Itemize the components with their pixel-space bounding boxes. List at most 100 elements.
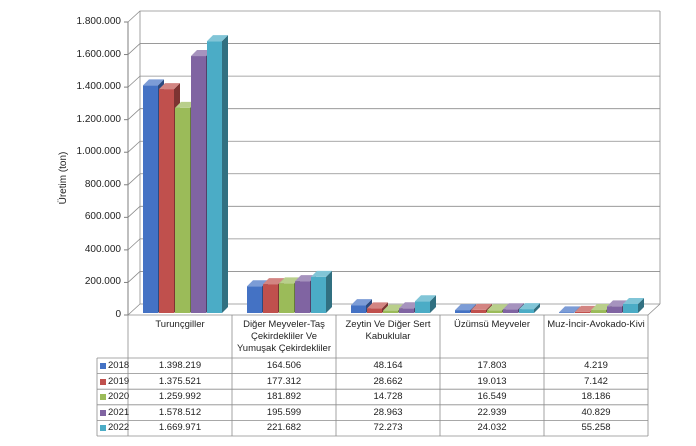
bar-2022-turuncgiller-side <box>222 35 228 313</box>
bars <box>143 35 644 314</box>
table-cell-2019-turuncgiller: 1.375.521 <box>158 375 202 387</box>
side-wall <box>128 11 140 315</box>
table-cell-2020-muz-incir-avokado-kivi: 18.186 <box>581 391 611 403</box>
bar-2019-diger-meyveler-tas-cekirdekliler-ve-yumusak-cekirdekliler-top <box>263 278 284 285</box>
y-tick-label-1400000: 1.400.000 <box>76 81 122 93</box>
category-label-uzumsu-meyveler: Üzümsü Meyveler <box>453 319 531 330</box>
category-label-turuncgiller: Turunçgiller <box>155 319 205 330</box>
table-cell-2018-muz-incir-avokado-kivi: 4.219 <box>584 360 608 371</box>
bar-2022-muz-incir-avokado-kivi-top <box>623 298 644 305</box>
legend-label-2021: 2021 <box>108 406 130 418</box>
bar-2020-uzumsu-meyveler-top <box>487 304 508 311</box>
table-cell-2021-uzumsu-meyveler: 22.939 <box>477 406 507 418</box>
bar-2018-zeytin-ve-diger-sert-kabuklular-front <box>351 305 366 313</box>
legend-key-2018 <box>100 363 106 369</box>
bar-2022-uzumsu-meyveler <box>519 303 540 313</box>
table-cell-2018-zeytin-ve-diger-sert-kabuklular: 48.164 <box>373 360 403 371</box>
bar-2021-uzumsu-meyveler-top <box>503 303 524 310</box>
y-tick-label-200000: 200.000 <box>84 276 121 288</box>
category-label-diger-meyveler-tas-cekirdekliler-ve-yumusak-cekirdekliler: Diğer Meyveler-Taş Çekirdekliler Ve Yumu… <box>237 319 331 354</box>
table-cell-2018-uzumsu-meyveler: 17.803 <box>477 360 507 371</box>
legend-label-2020: 2020 <box>108 391 130 403</box>
bar-2022-muz-incir-avokado-kivi-side <box>638 298 644 313</box>
bar-2021-muz-incir-avokado-kivi-front <box>607 306 622 313</box>
bar-2018-uzumsu-meyveler-front <box>455 310 470 313</box>
table-cell-2021-muz-incir-avokado-kivi: 40.829 <box>581 406 611 418</box>
table-cell-2019-uzumsu-meyveler: 19.013 <box>477 375 507 387</box>
bar-2021-turuncgiller-front <box>191 56 206 314</box>
bar-2022-turuncgiller-front <box>207 41 222 313</box>
bar-2020-turuncgiller-front <box>175 107 190 313</box>
table-cell-2019-zeytin-ve-diger-sert-kabuklular: 28.662 <box>373 375 403 387</box>
bar-2018-muz-incir-avokado-kivi <box>559 306 580 313</box>
bar-2021-turuncgiller-top <box>191 50 212 57</box>
bar-2018-muz-incir-avokado-kivi-front <box>559 312 574 313</box>
table-cell-2022-zeytin-ve-diger-sert-kabuklular: 72.273 <box>373 422 403 434</box>
bar-2022-diger-meyveler-tas-cekirdekliler-ve-yumusak-cekirdekliler-top <box>311 270 332 277</box>
bar-2019-zeytin-ve-diger-sert-kabuklular-top <box>367 302 388 309</box>
bar-2022-zeytin-ve-diger-sert-kabuklular-side <box>430 295 436 313</box>
bar-2022-diger-meyveler-tas-cekirdekliler-ve-yumusak-cekirdekliler <box>311 270 332 313</box>
bar-2020-diger-meyveler-tas-cekirdekliler-ve-yumusak-cekirdekliler-top <box>279 277 300 284</box>
bar-2018-muz-incir-avokado-kivi-side <box>574 306 580 313</box>
bar-2020-diger-meyveler-tas-cekirdekliler-ve-yumusak-cekirdekliler-front <box>279 283 294 313</box>
bar-2019-diger-meyveler-tas-cekirdekliler-ve-yumusak-cekirdekliler-front <box>263 284 278 313</box>
legend-label-2019: 2019 <box>108 375 130 387</box>
bar-2021-uzumsu-meyveler-front <box>503 309 518 313</box>
data-table-grid <box>96 314 649 437</box>
bar-2022-zeytin-ve-diger-sert-kabuklular-top <box>415 295 436 302</box>
table-cell-2022-turuncgiller: 1.669.971 <box>158 422 202 434</box>
table-cell-2019-diger-meyveler-tas-cekirdekliler-ve-yumusak-cekirdekliler: 177.312 <box>266 375 302 387</box>
bar-2022-muz-incir-avokado-kivi <box>623 298 644 313</box>
bar-2022-uzumsu-meyveler-side <box>534 303 540 313</box>
bar-2022-diger-meyveler-tas-cekirdekliler-ve-yumusak-cekirdekliler-side <box>326 270 332 313</box>
bar-2022-turuncgiller <box>207 35 228 313</box>
bar-2019-muz-incir-avokado-kivi-top <box>575 305 596 312</box>
bar-2018-diger-meyveler-tas-cekirdekliler-ve-yumusak-cekirdekliler-front <box>247 286 262 313</box>
legend-key-2022 <box>100 425 106 432</box>
table-cell-2018-diger-meyveler-tas-cekirdekliler-ve-yumusak-cekirdekliler: 164.506 <box>266 360 302 371</box>
y-tick-label-400000: 400.000 <box>84 243 121 255</box>
table-cell-2022-diger-meyveler-tas-cekirdekliler-ve-yumusak-cekirdekliler: 221.682 <box>266 422 302 434</box>
floor-right-edge <box>647 303 661 316</box>
legend-key-2020 <box>100 394 106 401</box>
bar-2021-zeytin-ve-diger-sert-kabuklular-front <box>399 308 414 313</box>
bar-2018-turuncgiller-top <box>143 79 164 86</box>
y-tick-label-0: 0 <box>115 309 121 320</box>
table-cell-2021-turuncgiller: 1.578.512 <box>158 406 202 418</box>
y-tick-label-1600000: 1.600.000 <box>76 48 122 60</box>
bar-2022-turuncgiller-top <box>207 35 228 42</box>
bar-2019-uzumsu-meyveler-top <box>471 303 492 310</box>
table-cell-2021-zeytin-ve-diger-sert-kabuklular: 28.963 <box>373 406 403 418</box>
legend-key-2021 <box>100 409 106 416</box>
table-cell-2021-diger-meyveler-tas-cekirdekliler-ve-yumusak-cekirdekliler: 195.599 <box>266 406 302 418</box>
table-cell-2020-uzumsu-meyveler: 16.549 <box>477 391 507 403</box>
bar-2018-diger-meyveler-tas-cekirdekliler-ve-yumusak-cekirdekliler-top <box>247 280 268 287</box>
bar-2022-zeytin-ve-diger-sert-kabuklular-front <box>415 301 430 313</box>
category-label-muz-incir-avokado-kivi: Muz-İncir-Avokado-Kivi <box>547 319 645 330</box>
bar-2021-diger-meyveler-tas-cekirdekliler-ve-yumusak-cekirdekliler-front <box>295 281 310 313</box>
bar-2022-diger-meyveler-tas-cekirdekliler-ve-yumusak-cekirdekliler-front <box>311 276 326 313</box>
bar-2020-muz-incir-avokado-kivi-top <box>591 304 612 311</box>
bar-2018-muz-incir-avokado-kivi-top <box>559 306 580 313</box>
bar-2020-zeytin-ve-diger-sert-kabuklular-top <box>383 304 404 311</box>
y-tick-label-600000: 600.000 <box>84 211 121 223</box>
bar-2022-uzumsu-meyveler-front <box>519 309 534 313</box>
y-tick-label-1200000: 1.200.000 <box>76 113 122 125</box>
bar-2020-turuncgiller-top <box>175 101 196 108</box>
y-tick-label-1800000: 1.800.000 <box>76 16 122 27</box>
bar-2020-zeytin-ve-diger-sert-kabuklular-front <box>383 310 398 313</box>
table-cell-2018-turuncgiller: 1.398.219 <box>158 360 202 371</box>
bar-2019-muz-incir-avokado-kivi-front <box>575 311 590 313</box>
bar-2018-zeytin-ve-diger-sert-kabuklular-top <box>351 299 372 306</box>
bar-2021-zeytin-ve-diger-sert-kabuklular-top <box>399 302 420 309</box>
bar-2022-uzumsu-meyveler-top <box>519 303 540 310</box>
y-tick-label-1000000: 1.000.000 <box>76 146 122 158</box>
table-cell-2020-turuncgiller: 1.259.992 <box>158 391 202 403</box>
legend-label-2022: 2022 <box>108 422 130 434</box>
legend-label-2018: 2018 <box>108 360 130 371</box>
bar-2018-uzumsu-meyveler-top <box>455 304 476 311</box>
y-axis-title: Üretim (ton) <box>58 151 69 205</box>
